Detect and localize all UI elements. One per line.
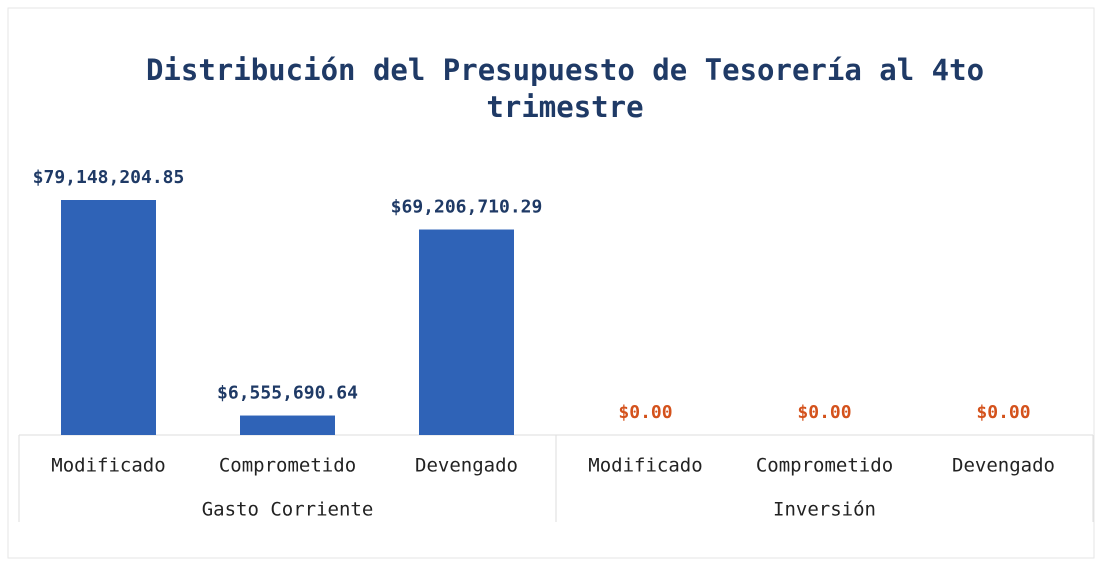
- bar: [419, 229, 514, 435]
- group-label: Gasto Corriente: [202, 499, 374, 521]
- value-label: $0.00: [797, 402, 851, 423]
- value-label: $69,206,710.29: [391, 197, 543, 218]
- value-label: $0.00: [618, 402, 672, 423]
- category-label: Devengado: [952, 455, 1055, 477]
- category-label: Modificado: [588, 455, 702, 477]
- category-label: Comprometido: [756, 455, 893, 477]
- category-label: Comprometido: [219, 455, 356, 477]
- category-label: Modificado: [51, 455, 165, 477]
- frame: [7, 7, 1095, 559]
- chart-title: Distribución del Presupuesto de Tesorerí…: [145, 53, 985, 124]
- category-label: Devengado: [415, 455, 518, 477]
- group-label: Inversión: [773, 499, 876, 521]
- bar: [240, 415, 335, 435]
- value-label: $79,148,204.85: [33, 167, 185, 188]
- value-label: $0.00: [976, 402, 1030, 423]
- value-label: $6,555,690.64: [217, 383, 358, 404]
- bar: [61, 200, 156, 435]
